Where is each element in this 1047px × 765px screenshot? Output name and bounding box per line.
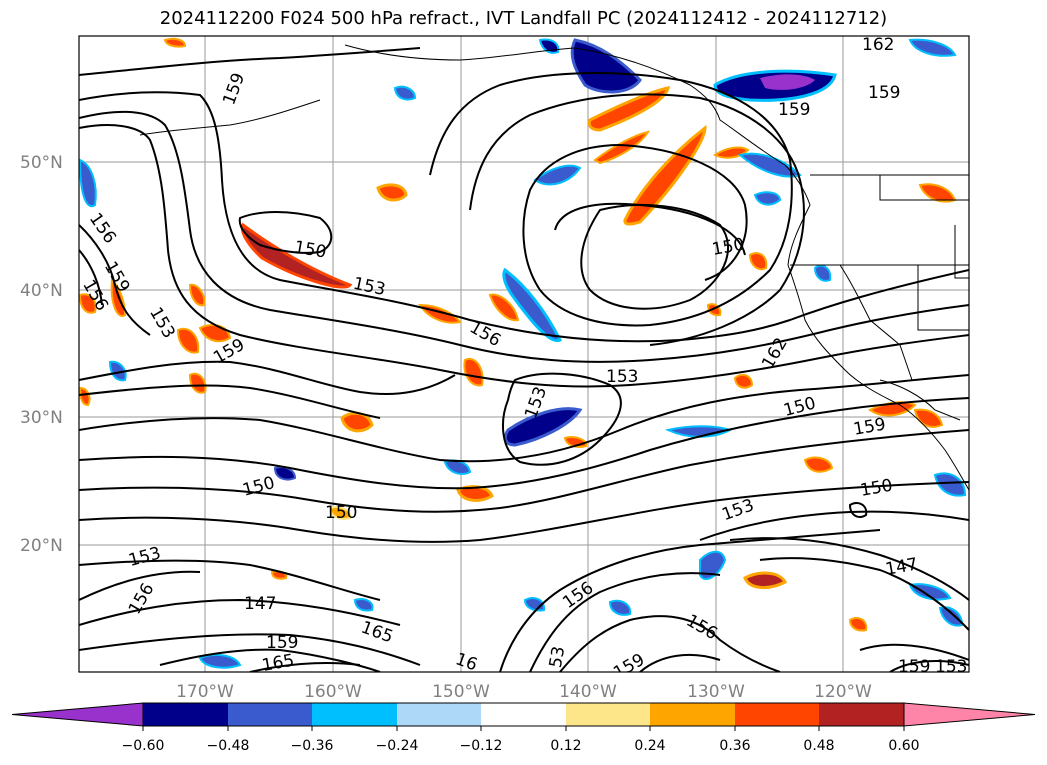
contour-label: 159 <box>898 657 930 677</box>
colorbar-segment <box>650 703 735 726</box>
contour-label: 53 <box>546 645 569 670</box>
colorbar-ticks <box>142 726 905 731</box>
colorbar-segment <box>481 703 566 726</box>
map-area <box>79 36 969 672</box>
contour-label: 150 <box>325 503 357 523</box>
colorbar-extend-right <box>903 702 1036 727</box>
colorbar: −0.60 −0.48 −0.36 −0.24 −0.12 0.12 0.24 … <box>11 702 1036 754</box>
shaded-anomalies <box>79 37 967 669</box>
colorbar-segment <box>566 703 650 726</box>
map-title: 2024112200 F024 500 hPa refract., IVT La… <box>159 8 888 29</box>
colorbar-outline <box>142 702 905 727</box>
contour-label: 165 <box>260 651 295 676</box>
colorbar-tick-label: 0.12 <box>550 738 581 754</box>
contour-label: 147 <box>244 594 276 614</box>
colorbar-segment <box>819 703 904 726</box>
contour-label: 162 <box>862 35 894 55</box>
contour-label: 153 <box>606 367 638 387</box>
longitude-labels: 170°W 160°W 150°W 140°W 130°W 120°W <box>176 682 872 702</box>
lat-label: 20°N <box>20 536 63 556</box>
lon-label: 130°W <box>687 682 745 702</box>
contour-label: 159 <box>778 100 810 120</box>
colorbar-extend-left <box>11 702 144 727</box>
contour-label: 159 <box>868 83 900 103</box>
lon-label: 150°W <box>432 682 490 702</box>
colorbar-tick-label: 0.60 <box>888 738 919 754</box>
lat-label: 40°N <box>20 281 63 301</box>
colorbar-tick-label: −0.48 <box>207 738 250 754</box>
latitude-labels: 50°N 40°N 30°N 20°N <box>20 153 63 556</box>
colorbar-segment <box>397 703 481 726</box>
colorbar-tick-label: −0.24 <box>376 738 419 754</box>
height-contours <box>79 47 969 672</box>
lon-label: 140°W <box>559 682 617 702</box>
map-frame <box>78 35 970 673</box>
contour-label: 153 <box>935 657 967 677</box>
colorbar-tick-label: −0.36 <box>291 738 334 754</box>
colorbar-segment <box>228 703 312 726</box>
colorbar-tick-label: 0.36 <box>719 738 750 754</box>
colorbar-segment <box>312 703 397 726</box>
contour-label: 159 <box>266 633 298 653</box>
colorbar-tick-label: −0.60 <box>122 738 165 754</box>
contour-label: 16 <box>453 649 480 675</box>
lat-label: 30°N <box>20 408 63 428</box>
colorbar-tick-label: 0.48 <box>803 738 834 754</box>
colorbar-segment <box>143 703 228 726</box>
lat-label: 50°N <box>20 153 63 173</box>
colorbar-tick-label: −0.12 <box>460 738 503 754</box>
lon-label: 170°W <box>176 682 234 702</box>
colorbar-segment <box>735 703 819 726</box>
lon-label: 120°W <box>814 682 872 702</box>
colorbar-tick-label: 0.24 <box>634 738 665 754</box>
lon-label: 160°W <box>304 682 362 702</box>
